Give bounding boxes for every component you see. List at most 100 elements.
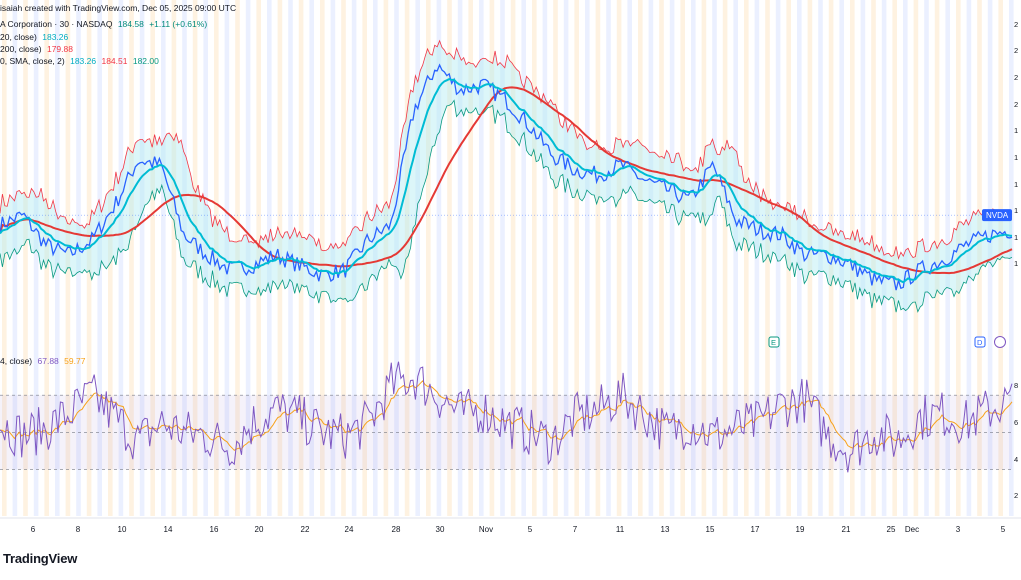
indicator-rsi-ma-value: 59.77 [64,356,86,366]
session-stripe [775,0,781,516]
session-stripe [44,0,49,516]
session-stripe [733,0,738,516]
session-stripe [892,0,897,516]
session-stripe [108,0,113,516]
rsi-line [0,361,1013,473]
time-tick: 5 [528,525,533,534]
price-pane: NVDA E D [0,39,1013,348]
tradingview-logo: TradingView [3,551,78,566]
time-tick: 3 [956,525,961,534]
last-price: 184.58 [117,19,144,29]
session-stripe [786,0,791,516]
indicator-rsi-label: 4, close) [0,356,33,366]
session-stripe [850,0,855,516]
session-stripe [987,0,993,516]
session-stripe [12,0,18,516]
indicator-rsi-value: 67.88 [37,356,59,366]
symbol-tag: NVDA [986,211,1009,220]
time-tick: 22 [301,525,310,534]
indicator-legend-ema[interactable]: 20, close) 183.26 [0,32,71,43]
session-stripe [500,0,505,516]
session-stripe [881,0,887,516]
time-tick: 11 [616,525,625,534]
session-stripe [553,0,558,516]
price-tick: 1 [1014,233,1018,242]
session-stripe [23,0,28,516]
session-stripe [680,0,685,516]
time-tick: 14 [164,525,173,534]
time-tick: 6 [31,525,36,534]
symbol-tag-bg [982,209,1012,222]
session-stripe [150,0,155,516]
session-stripe [595,0,601,516]
time-axis: 6 8 10 14 16 20 22 24 28 30 Nov 5 7 11 13 15 17 19 21 25 Dec… [0,517,1021,534]
session-stripe [691,0,696,516]
lower-band-line [0,99,1013,313]
time-tick: 13 [661,525,670,534]
session-stripe [934,0,940,516]
session-stripe [426,0,431,516]
indicator-legend-ma[interactable]: 200, close) 179.88 [0,44,76,55]
session-stripe [638,0,643,516]
session-stripe [765,0,770,516]
session-stripe [214,0,219,516]
price-change: +1.11 (+0.61%) [149,19,208,29]
session-stripe [669,0,675,516]
indicator-ema-value: 183.26 [42,32,69,42]
session-stripe [118,0,124,516]
price-tick: 1 [1014,259,1018,268]
session-stripe [447,0,452,516]
time-tick: 19 [796,525,805,534]
session-stripe [510,0,516,516]
indicator-bands-upper: 184.51 [101,56,128,66]
symbol-legend: A Corporation · 30 · NASDAQ 184.58 +1.11… [0,19,210,30]
session-stripe [828,0,834,516]
earnings-marker: E [768,336,780,348]
chart-title: isaiah created with TradingView.com, Dec… [0,3,239,14]
session-stripe [298,0,304,516]
session-stripe [129,0,134,516]
split-marker [994,336,1006,348]
session-stripe [65,0,71,516]
rsi-tick: 8 [1014,381,1018,390]
price-tick: 2 [1014,20,1018,29]
session-stripe [394,0,399,516]
session-stripe [235,0,240,516]
session-background [2,0,1014,516]
time-tick: 30 [436,525,445,534]
session-stripe [521,0,526,516]
session-stripe [203,0,208,516]
session-stripe [966,0,972,516]
session-stripe [797,0,802,516]
session-stripe [903,0,908,516]
session-stripe [468,0,473,516]
session-stripe [373,0,378,516]
session-stripe [362,0,367,516]
price-tick: 2 [1014,100,1018,109]
session-stripe [309,0,314,516]
indicator-legend-rsi[interactable]: 4, close) 67.88 59.77 [0,356,88,367]
rsi-tick: 2 [1014,491,1018,500]
price-axis: 2 2 2 2 1 1 1 1 1 1 8 6 4 2 [1014,20,1018,500]
time-tick: 21 [842,525,851,534]
session-stripe [712,0,717,516]
session-stripe [86,0,92,516]
indicator-ema-label: 20, close) [0,32,37,42]
session-stripe [245,0,251,516]
price-tick: 1 [1014,180,1018,189]
session-stripe [182,0,187,516]
time-tick: 8 [76,525,81,534]
session-stripe [457,0,463,516]
rsi-tick: 4 [1014,455,1018,464]
session-stripe [55,0,60,516]
session-stripe [871,0,876,516]
time-tick: Dec [905,525,919,534]
session-stripe [648,0,654,516]
ema-line [0,78,1013,284]
session-stripe [627,0,632,516]
indicator-legend-bands[interactable]: 0, SMA, close, 2) 183.26 184.51 182.00 [0,56,162,67]
time-tick: 25 [887,525,896,534]
session-stripe [97,0,102,516]
time-tick: 28 [392,525,401,534]
